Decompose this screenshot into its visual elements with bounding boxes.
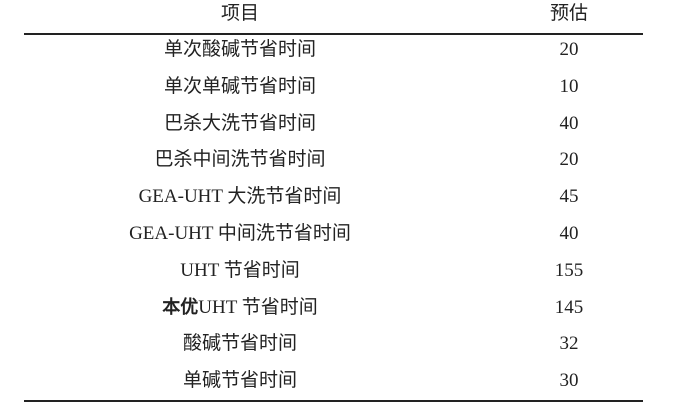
row-item: 单碱节省时间	[24, 363, 456, 399]
row-item: GEA-UHT 中间洗节省时间	[24, 216, 456, 252]
table-row: 巴杀中间洗节省时间 20	[24, 142, 643, 178]
row-value: 10	[559, 75, 579, 97]
table-row: 巴杀大洗节省时间 40	[24, 106, 643, 142]
row-item: 巴杀中间洗节省时间	[24, 142, 456, 178]
row-item-text: 单次酸碱节省时间	[163, 39, 316, 60]
row-item-text: 巴杀中间洗节省时间	[154, 149, 326, 171]
table-row: GEA-UHT 大洗节省时间 45	[24, 179, 643, 215]
row-value: 40	[559, 223, 579, 244]
row-item-text: 巴杀大洗节省时间	[163, 112, 316, 134]
header-rule	[24, 33, 643, 35]
row-item-text: UHT 节省时间	[198, 296, 318, 318]
row-item: 单次单碱节省时间	[24, 69, 456, 105]
table-row: 酸碱节省时间 32	[24, 326, 643, 362]
table-header: 项目 预估	[24, 0, 643, 32]
row-item: 单次酸碱节省时间	[24, 32, 456, 68]
row-value: 145	[554, 296, 584, 318]
row-value: 30	[559, 370, 579, 392]
row-item: GEA-UHT 大洗节省时间	[24, 179, 456, 215]
row-value: 32	[559, 333, 579, 355]
row-item: 巴杀大洗节省时间	[24, 106, 456, 142]
row-item: 本优UHT 节省时间	[24, 290, 456, 326]
table-row: 单次酸碱节省时间 20	[24, 32, 643, 68]
row-item-prefix: 本优	[162, 296, 199, 318]
row-item-text: UHT 节省时间	[180, 259, 300, 281]
row-item-text: 单碱节省时间	[182, 370, 297, 392]
bottom-rule	[24, 400, 643, 402]
row-item-text: GEA-UHT 大洗节省时间	[138, 186, 342, 208]
row-value: 155	[554, 259, 584, 281]
row-item-text: 酸碱节省时间	[182, 333, 297, 355]
row-value: 40	[559, 112, 579, 134]
header-item: 项目	[220, 3, 259, 24]
row-value: 20	[559, 149, 579, 171]
table-row: GEA-UHT 中间洗节省时间 40	[24, 216, 643, 252]
table-row: 本优UHT 节省时间 145	[24, 290, 643, 326]
table-row: UHT 节省时间 155	[24, 253, 643, 289]
table-row: 单碱节省时间 30	[24, 363, 643, 399]
row-value: 45	[559, 186, 579, 208]
row-item-text: 单次单碱节省时间	[163, 75, 316, 97]
table-row: 单次单碱节省时间 10	[24, 69, 643, 105]
row-value: 20	[559, 39, 579, 60]
row-item-text: GEA-UHT 中间洗节省时间	[129, 223, 351, 244]
row-item: UHT 节省时间	[24, 253, 456, 289]
row-item: 酸碱节省时间	[24, 326, 456, 362]
header-estimate: 预估	[549, 3, 588, 24]
